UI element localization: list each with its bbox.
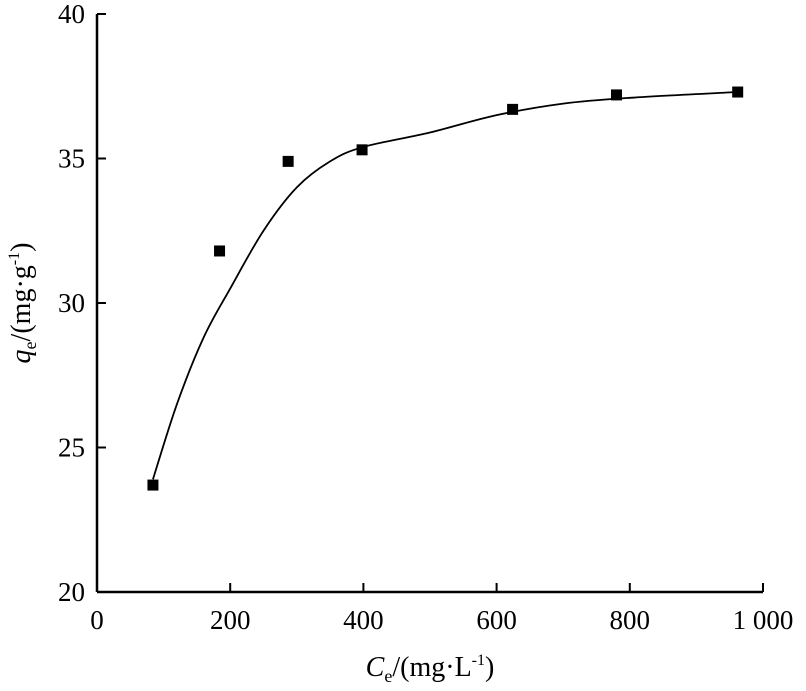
x-axis-subscript: e [384,666,392,686]
y-tick-label: 40 [58,0,85,29]
x-axis-unit: /(mg·L [392,652,471,683]
axis-ticks [96,13,764,593]
data-point-marker [214,245,226,257]
y-axis-unit-close: ) [6,243,37,252]
data-point-marker [610,89,622,101]
x-axis-label: Ce/(mg·L-1) [366,652,495,686]
x-tick-label: 200 [210,605,251,635]
data-point-marker [282,155,294,167]
y-tick-label: 25 [58,433,85,463]
x-tick-label: 400 [343,605,384,635]
data-point-marker [732,86,744,98]
data-point-marker [147,479,159,491]
y-axis-label: qe/(mg·g-1) [6,243,40,364]
x-axis-unit-close: ) [485,652,494,683]
plot-area: 0 200 400 600 800 1 000 20 25 30 35 40 [58,0,793,635]
x-tick-label: 0 [90,605,104,635]
y-axis-subscript: e [20,341,40,349]
x-tick-label: 1 000 [733,605,794,635]
x-axis-symbol: C [366,652,385,683]
x-axis-superscript: -1 [472,652,485,669]
data-point-marker [507,103,519,115]
y-axis-symbol: q [6,349,37,363]
x-tick-label: 600 [476,605,517,635]
tick-labels: 0 200 400 600 800 1 000 20 25 30 35 40 [58,0,793,635]
y-axis-superscript: -1 [6,252,23,265]
x-tick-label: 800 [610,605,651,635]
data-markers [147,86,744,491]
y-tick-label: 30 [58,288,85,318]
y-axis-unit: /(mg·g [6,265,37,341]
y-tick-label: 35 [58,144,85,174]
y-tick-label: 20 [58,577,85,607]
data-point-marker [356,144,368,156]
fit-curve [152,91,738,480]
